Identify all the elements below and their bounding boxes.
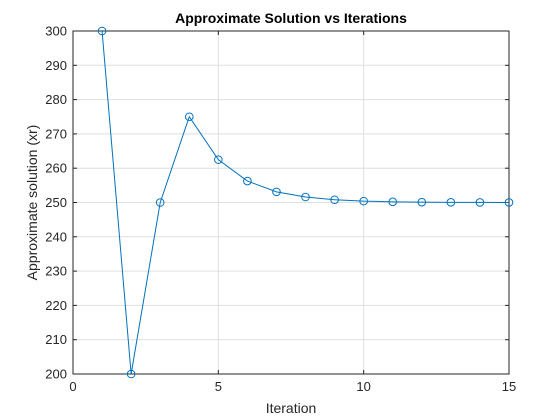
y-tick-label: 220 xyxy=(45,298,67,313)
y-tick-label: 280 xyxy=(45,92,67,107)
data-point xyxy=(504,198,514,207)
y-tick-labels: 200 210 220 230 240 250 260 270 280 290 300 xyxy=(45,24,67,382)
y-axis-label: Approximate solution (xr) xyxy=(24,125,40,281)
x-tick-labels: 0 5 10 15 xyxy=(69,379,516,394)
y-tick-label: 290 xyxy=(45,58,67,73)
grid xyxy=(73,31,509,374)
y-tick-label: 210 xyxy=(45,332,67,347)
y-tick-label: 200 xyxy=(45,367,67,382)
y-tick-label: 240 xyxy=(45,229,67,244)
data-point xyxy=(126,369,136,379)
data-point xyxy=(388,197,398,207)
data-point xyxy=(475,198,485,207)
x-tick-label: 0 xyxy=(69,379,76,394)
data-point xyxy=(272,187,281,197)
data-point xyxy=(214,155,223,164)
y-tick-label: 230 xyxy=(45,264,67,279)
y-tick-label: 260 xyxy=(45,161,67,176)
series-layer xyxy=(97,26,514,379)
axes xyxy=(72,30,510,375)
data-point xyxy=(330,195,339,205)
series-line xyxy=(101,30,510,375)
data-point xyxy=(446,198,456,207)
chart-title: Approximate Solution vs Iterations xyxy=(175,10,407,26)
data-point xyxy=(155,198,165,207)
y-tick-label: 300 xyxy=(45,24,67,39)
data-point xyxy=(97,26,107,36)
y-tick-label: 270 xyxy=(45,126,67,141)
x-axis-label: Iteration xyxy=(266,400,317,416)
y-tick-label: 250 xyxy=(45,195,67,210)
data-point xyxy=(359,196,368,206)
data-point xyxy=(417,197,427,207)
data-point xyxy=(301,192,310,202)
x-tick-label: 5 xyxy=(215,379,222,394)
data-point xyxy=(243,176,252,186)
data-point xyxy=(184,112,194,122)
x-tick-label: 15 xyxy=(502,379,516,394)
x-tick-label: 10 xyxy=(356,379,370,394)
